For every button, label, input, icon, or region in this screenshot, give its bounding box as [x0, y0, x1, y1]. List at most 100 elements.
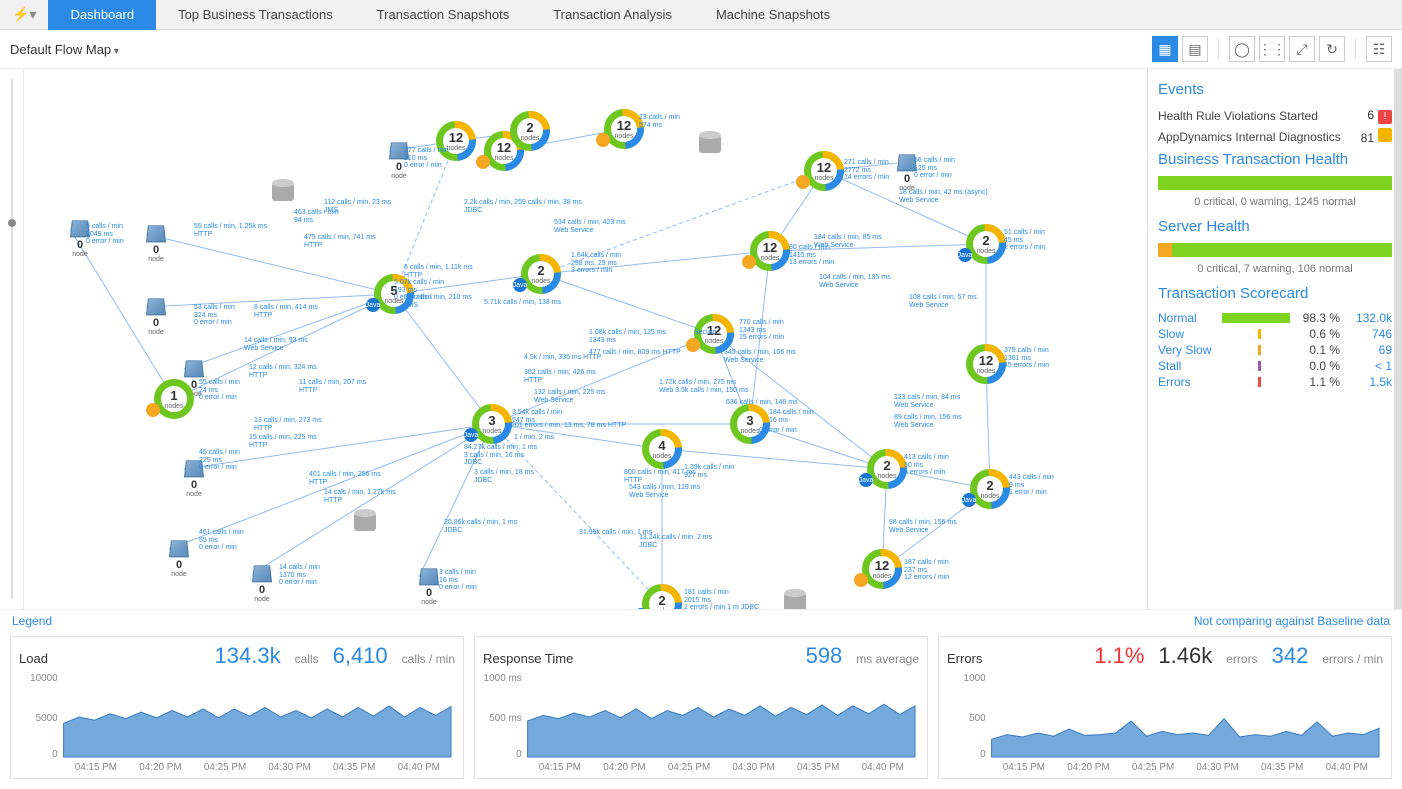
tier-node[interactable]: 2nodesJava [642, 584, 682, 609]
response-value: 598 [806, 643, 843, 669]
event-row[interactable]: Health Rule Violations Started6! [1158, 106, 1392, 126]
edge-label: 1.39k calls / min927 ms [684, 464, 734, 479]
edge-label: 14 cals / min, 1.27k msHTTP [324, 489, 396, 504]
edge-label: 181 calls / min2015 ms2 errors / min 1 m… [684, 589, 759, 609]
layout-btn-1[interactable]: ◯ [1229, 36, 1255, 62]
edge-label: 123 cals / min, 84 msWeb Service [894, 394, 960, 409]
scorecard-row[interactable]: Normal98.3 %132.0k [1158, 310, 1392, 326]
origin-node[interactable]: 0node [379, 141, 419, 180]
svg-text:04:30 PM: 04:30 PM [732, 762, 774, 773]
tier-node[interactable]: 12nodes [604, 109, 644, 149]
svg-text:0: 0 [516, 749, 522, 760]
scorecard-row[interactable]: Stall0.0 %< 1 [1158, 358, 1392, 374]
database-icon[interactable] [354, 509, 376, 533]
tab-dashboard[interactable]: Dashboard [48, 0, 156, 30]
origin-node[interactable]: 0node [159, 539, 199, 578]
edge-label: 463 calls / min94 ms [294, 209, 339, 224]
edge-label: 31.95k calls / min, 1 ms [579, 529, 652, 537]
load-total: 134.3k [215, 643, 281, 669]
scorecard-row[interactable]: Errors1.1 %1.5k [1158, 374, 1392, 390]
edge-label: 13.24k calls / min, 2 msJDBC [639, 534, 712, 549]
database-icon[interactable] [272, 179, 294, 203]
view-btn-flowmap[interactable]: ▦ [1152, 36, 1178, 62]
load-rate: 6,410 [333, 643, 388, 669]
view-btn-grid[interactable]: ▤ [1182, 36, 1208, 62]
tier-node[interactable]: 5nodesJava [374, 274, 414, 314]
scorecard-row[interactable]: Slow0.6 %746 [1158, 326, 1392, 342]
tier-node[interactable]: 12nodes [804, 151, 844, 191]
svg-text:04:40 PM: 04:40 PM [862, 762, 904, 773]
tier-node[interactable]: 2nodes [510, 111, 550, 151]
tier-node[interactable]: 12nodes [694, 314, 734, 354]
legend-link[interactable]: Legend [12, 614, 52, 628]
layout-btn-3[interactable]: ⤢ [1289, 36, 1315, 62]
event-row[interactable]: AppDynamics Internal Diagnostics81 [1158, 126, 1392, 147]
svg-text:500: 500 [969, 713, 986, 724]
edge-label: 413 calls / min50 ms5 errors / min [904, 454, 949, 477]
layout-btn-5[interactable]: ☷ [1366, 36, 1392, 62]
edge-label: 98 calls / min, 156 msWeb Service [889, 519, 957, 534]
flowmap-dropdown[interactable]: Default Flow Map [10, 42, 119, 57]
svg-text:0: 0 [52, 749, 58, 760]
origin-node[interactable]: 0node [136, 297, 176, 336]
tab-machine-snapshots[interactable]: Machine Snapshots [694, 0, 852, 30]
edge-label: 345 calls / min, 106 msWeb Service [724, 349, 796, 364]
sidebar: Events Health Rule Violations Started6!A… [1147, 69, 1402, 609]
errors-rate: 342 [1272, 643, 1309, 669]
tier-node[interactable]: 12nodes [862, 549, 902, 589]
tier-node[interactable]: 12nodes [750, 231, 790, 271]
events-title: Events [1158, 81, 1392, 98]
edge-label: 4.5k / min, 336 ms HTTP [524, 354, 601, 362]
svg-text:1000 ms: 1000 ms [484, 673, 522, 684]
origin-node[interactable]: 0node [136, 224, 176, 263]
origin-node[interactable]: 0node [60, 219, 100, 258]
origin-node[interactable]: 0node [409, 567, 449, 606]
edge-label: 55 calls / min, 1.25k msHTTP [194, 223, 267, 238]
app-menu-icon[interactable]: ⚡▾ [0, 6, 48, 23]
tier-node[interactable]: 4nodes [642, 429, 682, 469]
database-icon[interactable] [784, 589, 806, 609]
tab-transaction-snapshots[interactable]: Transaction Snapshots [355, 0, 531, 30]
scorecard-row[interactable]: Very Slow0.1 %69 [1158, 342, 1392, 358]
tier-node[interactable]: 2nodesJava [970, 469, 1010, 509]
svg-text:04:40 PM: 04:40 PM [398, 762, 440, 773]
tab-transaction-analysis[interactable]: Transaction Analysis [531, 0, 694, 30]
svg-text:04:30 PM: 04:30 PM [1196, 762, 1238, 773]
tier-node[interactable]: 3nodesJava [472, 404, 512, 444]
svg-text:04:30 PM: 04:30 PM [268, 762, 310, 773]
tier-node[interactable]: 2nodesJava [867, 449, 907, 489]
layout-btn-4[interactable]: ↻ [1319, 36, 1345, 62]
legend-row: Legend Not comparing against Baseline da… [0, 609, 1402, 632]
sh-summary: 0 critical, 7 warning, 106 normal [1158, 263, 1392, 275]
tier-node[interactable]: 12nodes [436, 121, 476, 161]
zoom-slider[interactable] [0, 69, 24, 609]
edge-label: 271 calls / min2772 ms14 errors / min [844, 159, 889, 182]
baseline-link[interactable]: Not comparing against Baseline data [1194, 614, 1390, 628]
charts-row: Load 134.3k calls 6,410 calls / min 1000… [0, 632, 1402, 789]
layout-btn-2[interactable]: ⋮⋮ [1259, 36, 1285, 62]
subheader: Default Flow Map ▦ ▤ ◯ ⋮⋮ ⤢ ↻ ☷ [0, 30, 1402, 69]
origin-node[interactable]: 0node [242, 564, 282, 603]
edge-label: 132 calls / min, 225 msWeb Service [534, 389, 606, 404]
origin-node[interactable]: 0node [887, 153, 927, 192]
tier-node[interactable]: 3nodes [730, 404, 770, 444]
edge-label: 6 calls / min, 1.11k msHTTP [404, 264, 473, 279]
tier-node[interactable]: 1nodes [154, 379, 194, 419]
svg-text:500 ms: 500 ms [489, 713, 521, 724]
tier-node[interactable]: 2nodesJava [966, 224, 1006, 264]
tier-node[interactable]: 12nodes [966, 344, 1006, 384]
edge-label: 477 calls / min, 809 ms HTTP [589, 349, 681, 357]
database-icon[interactable] [699, 131, 721, 155]
flow-map-canvas[interactable]: 0node 0node 0node 0node 0node 0node 0node 0node… [24, 69, 1147, 609]
errors-total: 1.46k [1158, 643, 1212, 669]
origin-node[interactable]: 0node [174, 459, 214, 498]
svg-text:04:25 PM: 04:25 PM [1132, 762, 1174, 773]
edge-label: 104 calls / min, 135 msWeb Service [819, 274, 891, 289]
tab-top-business-transactions[interactable]: Top Business Transactions [156, 0, 355, 30]
edge-label: 1.72k calls / min, 275 msWeb 3.5k calls … [659, 379, 748, 394]
load-title: Load [19, 651, 48, 666]
errors-pct: 1.1% [1094, 643, 1144, 669]
tier-node[interactable]: 2nodesJava [521, 254, 561, 294]
edge-label: 84.27k calls / min, 1 ms3 calls / min, 1… [464, 444, 537, 467]
response-chart: Response Time 598 ms average 1000 ms500 … [474, 636, 928, 779]
